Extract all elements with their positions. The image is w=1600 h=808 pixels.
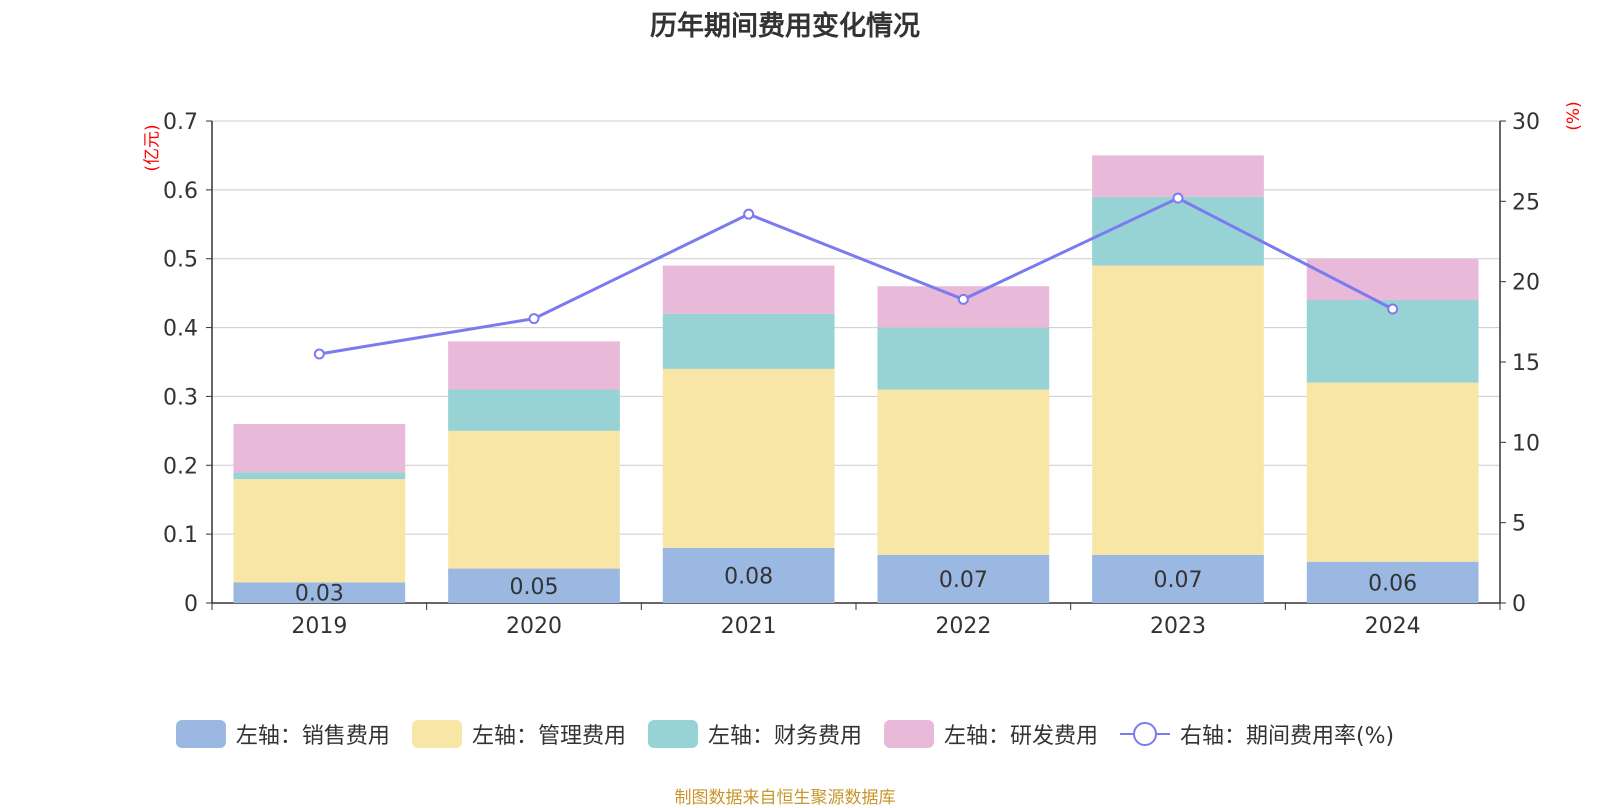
legend-label-finance: 左轴：财务费用: [707, 724, 862, 749]
bar-segment: [1092, 554, 1264, 603]
bar-segment: [877, 286, 1050, 328]
bar-segment: [448, 430, 620, 569]
bar-segment: [877, 327, 1050, 390]
data-label: 0.03: [295, 582, 344, 607]
right-tick-label: 30: [1512, 110, 1540, 135]
source-note: 制图数据来自恒生聚源数据库: [674, 788, 896, 808]
legend-swatch-rnd: [883, 720, 934, 748]
data-label: 0.08: [724, 564, 773, 589]
legend-swatch-rate: [1119, 720, 1170, 748]
legend-label-rate: 右轴：期间费用率(%): [1179, 724, 1395, 749]
rate-point: [313, 348, 325, 360]
legend-item-sales[interactable]: 左轴：销售费用: [175, 718, 390, 750]
rate-point: [1172, 192, 1184, 204]
data-label: 0.06: [1368, 571, 1417, 596]
bar-segment: [233, 472, 406, 480]
bar-segment: [233, 582, 406, 603]
x-tick-label: 2021: [721, 614, 777, 639]
rate-point: [743, 208, 755, 220]
bar-segment: [662, 547, 835, 603]
bar-segment: [877, 389, 1050, 555]
bar-segment: [1306, 382, 1479, 562]
bar-segment: [877, 554, 1050, 603]
x-tick-label: 2019: [291, 614, 347, 639]
left-tick-label: 0.6: [163, 179, 198, 204]
data-label: 0.05: [510, 575, 559, 600]
legend-item-admin[interactable]: 左轴：管理费用: [411, 718, 626, 750]
x-tick-label: 2024: [1365, 614, 1421, 639]
left-tick-label: 0.2: [163, 454, 198, 479]
x-tick-label: 2022: [935, 614, 991, 639]
bar-segment: [448, 389, 620, 431]
legend-label-sales: 左轴：销售费用: [235, 724, 390, 749]
right-tick-label: 20: [1512, 271, 1540, 296]
bar-segment: [233, 479, 406, 583]
left-tick-label: 0.3: [163, 385, 198, 410]
legend-item-rate[interactable]: 右轴：期间费用率(%): [1119, 718, 1395, 750]
right-tick-label: 15: [1512, 351, 1540, 376]
legend-item-finance[interactable]: 左轴：财务费用: [647, 718, 862, 750]
bar-segment: [1092, 155, 1264, 197]
rate-point: [528, 313, 540, 325]
right-tick-label: 10: [1512, 431, 1540, 456]
data-label: 0.07: [939, 568, 988, 593]
right-tick-label: 0: [1512, 592, 1526, 617]
left-tick-label: 0.1: [163, 523, 198, 548]
legend: 左轴：销售费用 左轴：管理费用 左轴：财务费用 左轴：研发费用 右轴：期间费用率…: [0, 718, 1570, 750]
rate-point: [957, 293, 969, 305]
bar-segment: [233, 423, 406, 473]
x-tick-label: 2023: [1150, 614, 1206, 639]
x-tick-label: 2020: [506, 614, 562, 639]
legend-swatch-admin: [411, 720, 462, 748]
legend-item-rnd[interactable]: 左轴：研发费用: [883, 718, 1098, 750]
right-tick-label: 5: [1512, 512, 1526, 537]
bar-segment: [448, 341, 620, 390]
bar-segment: [1306, 561, 1479, 603]
rate-line: [319, 196, 1394, 356]
bar-segment: [662, 368, 835, 548]
legend-swatch-sales: [175, 720, 226, 748]
left-tick-label: 0.5: [163, 248, 198, 273]
legend-label-admin: 左轴：管理费用: [471, 724, 626, 749]
bar-segment: [662, 313, 835, 369]
bar-segment: [1092, 265, 1264, 555]
data-label: 0.07: [1154, 568, 1203, 593]
rate-point: [1387, 303, 1399, 315]
bar-segment: [1092, 196, 1264, 266]
right-tick-label: 25: [1512, 190, 1540, 215]
legend-label-rnd: 左轴：研发费用: [943, 724, 1098, 749]
left-tick-label: 0.7: [163, 110, 198, 135]
bar-segment: [662, 265, 835, 314]
left-tick-label: 0: [184, 592, 198, 617]
legend-swatch-finance: [647, 720, 698, 748]
chart-title: 历年期间费用变化情况: [650, 11, 920, 42]
bar-segment: [448, 568, 620, 603]
left-tick-label: 0.4: [163, 317, 198, 342]
